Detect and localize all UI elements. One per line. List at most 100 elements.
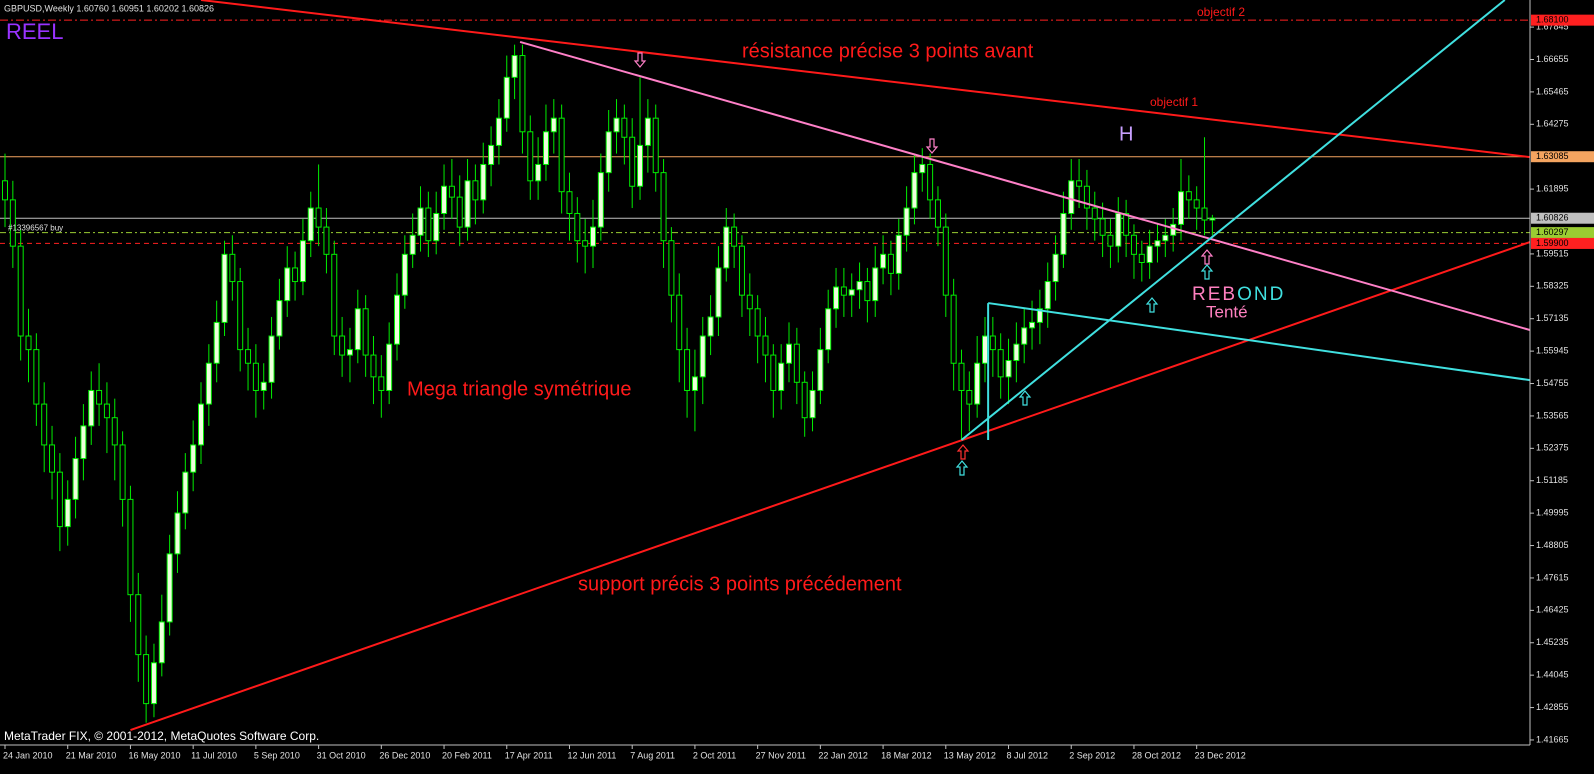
y-tick-label: 1.64275	[1536, 119, 1569, 129]
candle-body	[605, 131, 612, 174]
candle-body	[919, 163, 926, 174]
candle-body	[903, 207, 910, 236]
candle-body	[707, 316, 714, 337]
level-label-box	[1531, 14, 1594, 26]
candle-body	[691, 376, 698, 391]
candle-body	[143, 654, 150, 705]
candle-body	[339, 335, 346, 356]
candle-body	[401, 253, 408, 296]
y-tick-label: 1.44045	[1536, 670, 1569, 680]
y-tick-label: 1.46425	[1536, 605, 1569, 615]
candle-body	[793, 343, 800, 383]
order-label: #13396567 buy	[8, 224, 63, 233]
candle-body	[786, 343, 792, 364]
x-tick-label: 11 Jul 2010	[191, 750, 237, 760]
candle-body	[268, 335, 275, 383]
candle-body	[1060, 212, 1067, 255]
corner-label: REEL	[6, 19, 63, 44]
candle-body	[198, 403, 204, 446]
candle-body	[9, 199, 16, 247]
level-label-box	[1531, 227, 1594, 239]
level-label: 1.60297	[1536, 227, 1569, 237]
annotation: H	[1119, 123, 1133, 145]
candle-body	[997, 349, 1004, 378]
annotation: objectif 2	[1197, 5, 1245, 19]
candle-body	[252, 362, 259, 391]
candle-body	[1044, 281, 1051, 310]
candle-body	[1091, 207, 1098, 220]
candle-body	[833, 286, 840, 310]
candle-body	[637, 144, 644, 187]
candle-body	[1052, 253, 1059, 283]
candle-body	[1068, 180, 1075, 214]
candle-body	[17, 245, 24, 337]
candle-body	[621, 117, 628, 138]
candle-body	[746, 294, 753, 310]
candle-body	[315, 207, 322, 228]
candle-body	[56, 471, 63, 528]
x-tick-label: 13 May 2012	[944, 750, 996, 760]
candle-body	[715, 267, 722, 318]
x-tick-label: 7 Aug 2011	[630, 750, 675, 760]
candle-body	[723, 226, 730, 269]
candle-body	[284, 267, 291, 302]
footer: MetaTrader FIX, © 2001-2012, MetaQuotes …	[4, 729, 319, 743]
level-label: 1.60826	[1536, 213, 1569, 223]
x-tick-label: 23 Dec 2012	[1195, 750, 1246, 760]
candle-body	[25, 335, 32, 351]
x-tick-label: 2 Oct 2011	[693, 750, 736, 760]
candle-body	[550, 117, 557, 133]
candle-body	[292, 267, 299, 283]
candle-body	[182, 471, 189, 514]
y-tick-label: 1.57135	[1536, 313, 1569, 323]
candle-body	[590, 226, 596, 247]
x-tick-label: 8 Jul 2012	[1007, 750, 1049, 760]
candle-body	[1154, 240, 1161, 247]
candle-body	[731, 226, 738, 247]
candle-body	[33, 349, 40, 405]
candle-body	[323, 226, 330, 255]
candle-body	[699, 335, 706, 378]
annotation: support précis 3 points précédement	[578, 573, 902, 595]
candle-body	[950, 294, 957, 364]
y-tick-label: 1.67845	[1536, 21, 1569, 31]
y-tick-label: 1.41665	[1536, 734, 1569, 744]
annotation: objectif 1	[1150, 95, 1198, 109]
candle-body	[307, 207, 314, 242]
candle-body	[927, 163, 934, 201]
candle-body	[684, 349, 691, 391]
candle-body	[441, 185, 448, 214]
candle-body	[880, 253, 887, 269]
candle-body	[574, 212, 581, 242]
candle-body	[1123, 212, 1130, 236]
candle-body	[503, 76, 510, 119]
candle-body	[613, 117, 620, 133]
candle-body	[1021, 327, 1028, 345]
candle-body	[1146, 245, 1153, 263]
candle-body	[174, 512, 181, 555]
candle-body	[1013, 343, 1020, 362]
candle-body	[942, 226, 949, 296]
y-tick-label: 1.42855	[1536, 702, 1569, 712]
candle-body	[237, 281, 244, 351]
x-tick-label: 27 Nov 2011	[756, 750, 806, 760]
candle-body	[934, 199, 941, 228]
candle-body	[111, 417, 118, 446]
candle-body	[1115, 212, 1122, 247]
level-label: 1.63085	[1536, 151, 1569, 161]
candle-body	[511, 55, 518, 78]
trend-line	[200, 0, 1530, 159]
candle-body	[840, 286, 847, 296]
candle-body	[135, 594, 142, 656]
candle-body	[1209, 217, 1216, 221]
x-tick-label: 28 Oct 2012	[1132, 750, 1181, 760]
candle-body	[409, 234, 416, 255]
y-tick-label: 1.65465	[1536, 86, 1569, 96]
candle-body	[205, 362, 212, 405]
y-tick-label: 1.52375	[1536, 443, 1569, 453]
candle-body	[119, 444, 126, 500]
candle-body	[213, 321, 220, 364]
candle-body	[488, 144, 495, 165]
candle-body	[166, 553, 173, 623]
candle-body	[354, 308, 361, 351]
